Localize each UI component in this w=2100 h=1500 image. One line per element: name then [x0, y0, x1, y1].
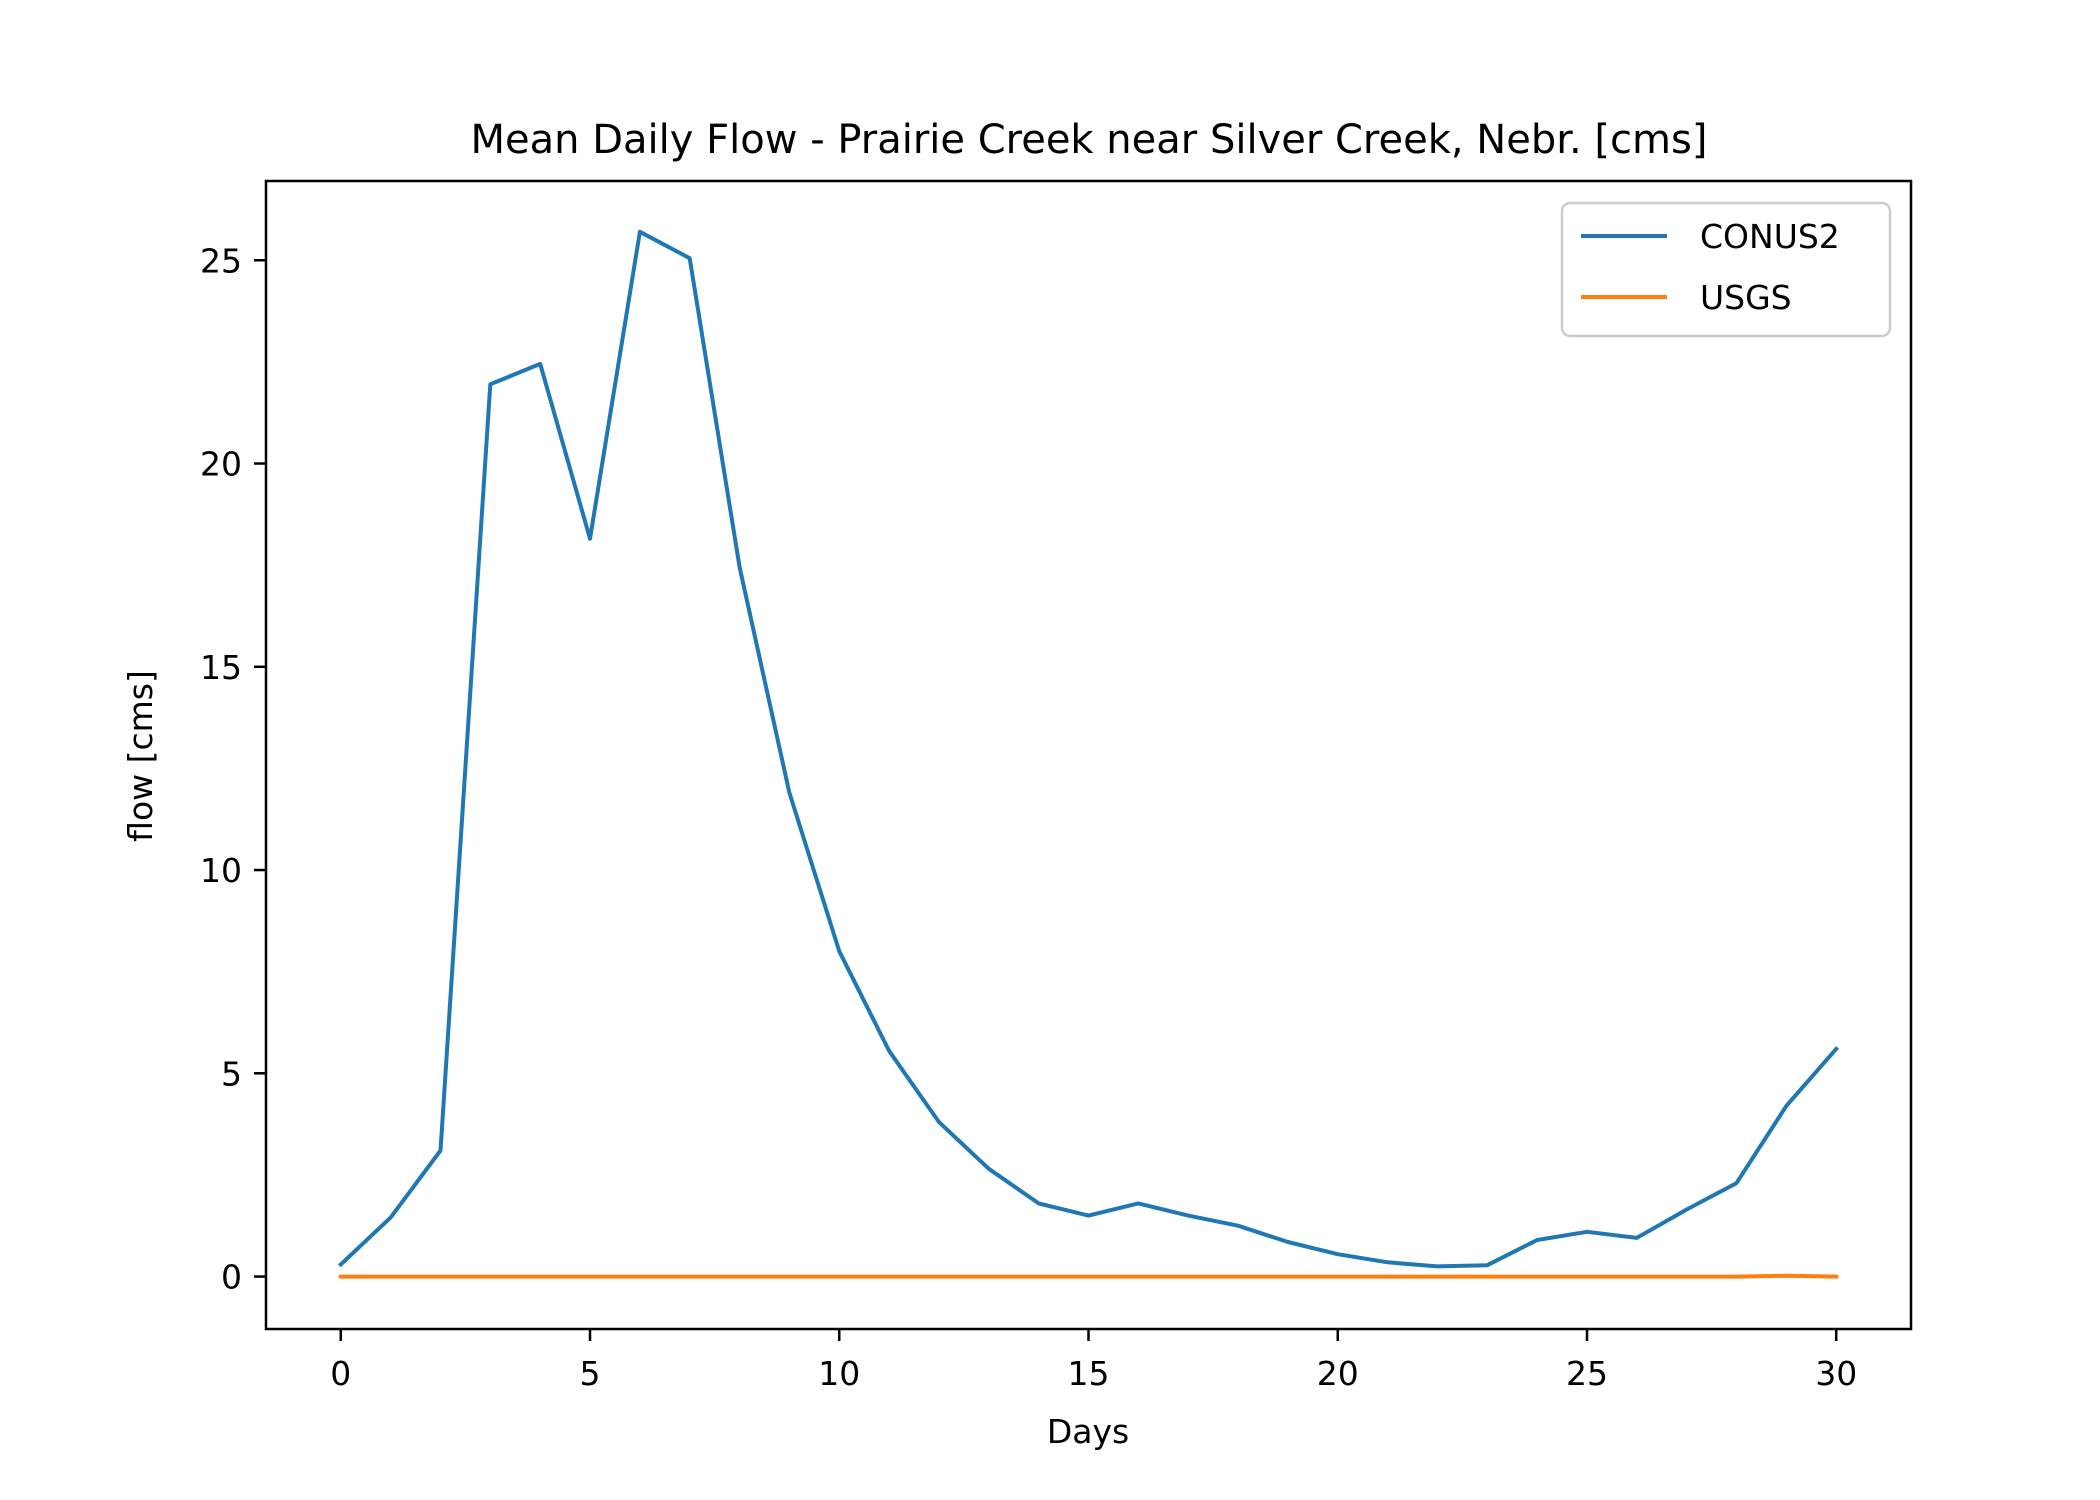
y-tick-label: 10 — [200, 851, 242, 890]
x-tick-label: 15 — [1068, 1354, 1110, 1393]
x-tick-label: 10 — [818, 1354, 860, 1393]
legend: CONUS2 USGS — [1560, 201, 1892, 338]
y-tick-label: 0 — [221, 1258, 242, 1297]
legend-label-conus2: CONUS2 — [1700, 217, 1840, 256]
x-axis-ticks: 0 5 10 15 20 25 30 — [330, 1329, 1857, 1393]
legend-label-usgs: USGS — [1700, 278, 1792, 317]
series-line-usgs — [338, 1273, 1839, 1279]
y-axis-label: flow [cms] — [121, 670, 160, 842]
y-tick-label: 15 — [200, 648, 242, 687]
y-tick-label: 20 — [200, 445, 242, 484]
x-tick-label: 0 — [330, 1354, 351, 1393]
plot-frame — [264, 179, 1913, 1331]
series-layer — [337, 229, 1840, 1279]
x-tick-label: 30 — [1815, 1354, 1857, 1393]
y-axis-ticks: 0 5 10 15 20 25 — [200, 241, 266, 1297]
series-line-conus2 — [337, 229, 1840, 1269]
y-tick-label: 25 — [200, 241, 242, 280]
x-tick-label: 5 — [580, 1354, 601, 1393]
y-tick-label: 5 — [221, 1054, 242, 1093]
chart-title: Mean Daily Flow - Prairie Creek near Sil… — [471, 117, 1708, 163]
x-tick-label: 25 — [1566, 1354, 1608, 1393]
x-axis-label: Days — [1047, 1412, 1129, 1451]
x-tick-label: 20 — [1317, 1354, 1359, 1393]
